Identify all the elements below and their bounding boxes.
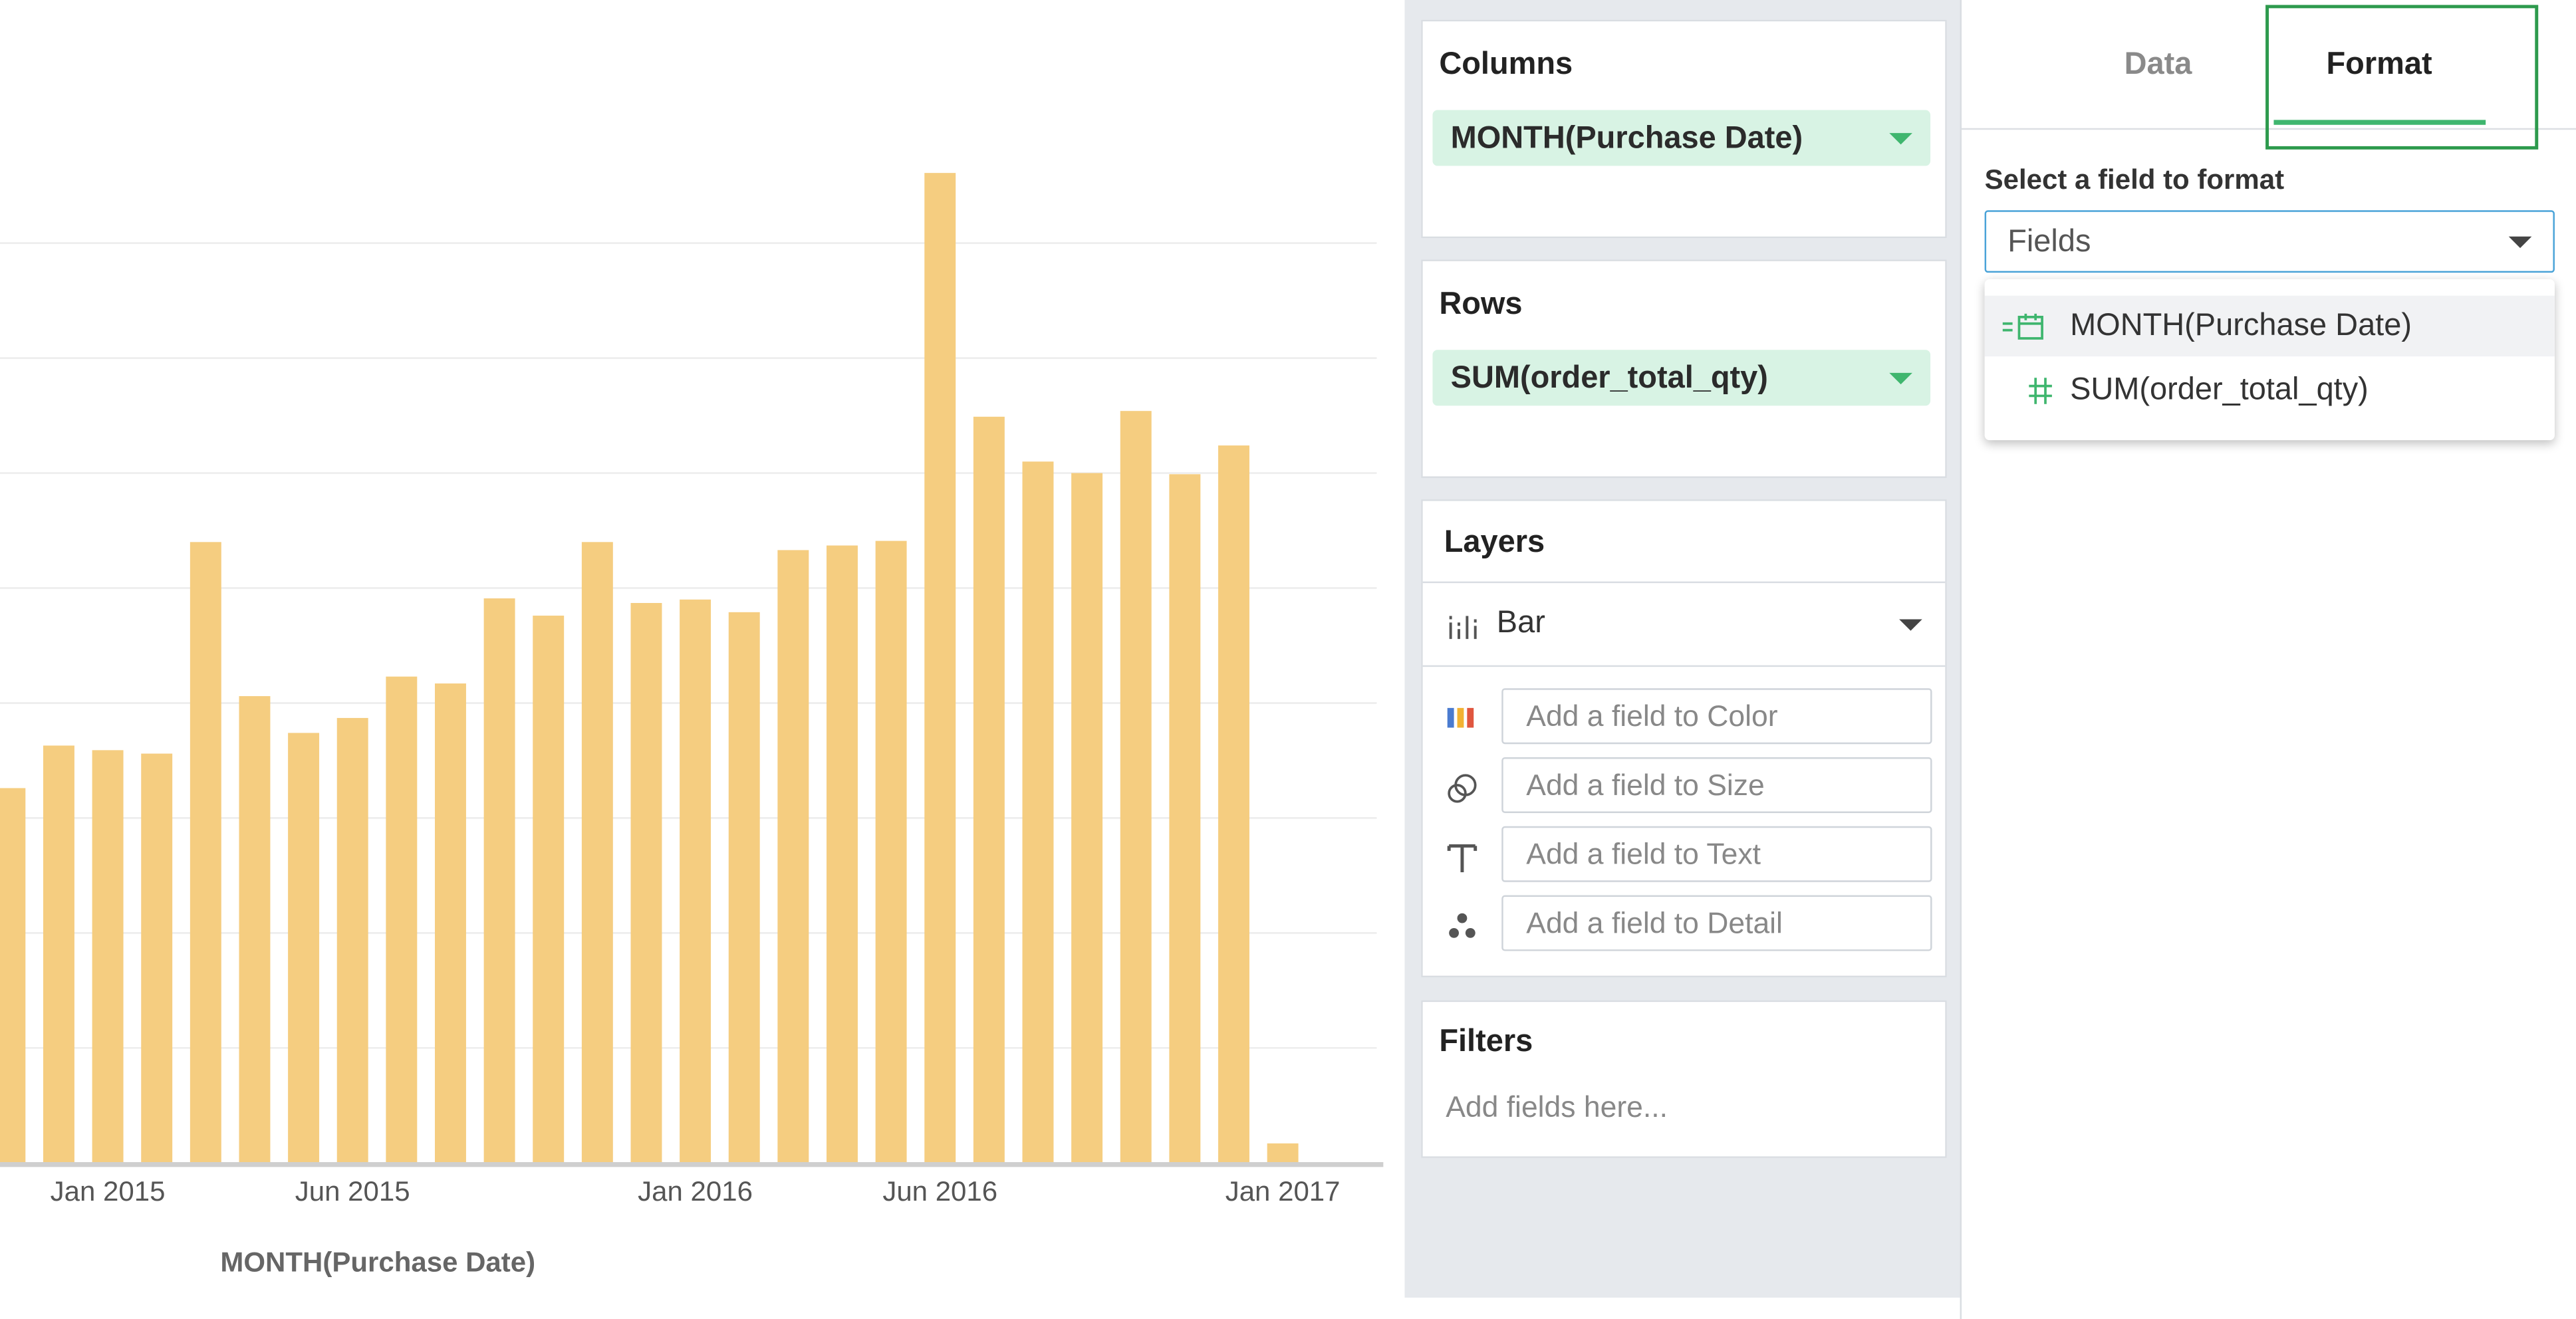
card-title: Layers — [1444, 525, 1545, 560]
pill-arrow — [1889, 372, 1912, 385]
number-icon — [2029, 378, 2052, 404]
select-value: Fields — [2007, 225, 2091, 260]
field-well[interactable]: Add a field to Text — [1501, 826, 1932, 882]
size-icon — [1448, 774, 1477, 803]
color-icon — [1447, 707, 1474, 728]
field-well[interactable]: Add a field to Detail — [1501, 895, 1932, 951]
bar — [680, 599, 711, 1163]
field-well[interactable]: Add a field to Size — [1501, 757, 1932, 813]
x-tick-label: Jan 2016 — [638, 1175, 753, 1207]
bar — [288, 733, 320, 1163]
rows-card: Rows SUM(order_total_qty) — [1421, 259, 1947, 478]
bar — [336, 717, 368, 1163]
dropdown: MONTH(Purchase Date) SUM(order_total_qty… — [1984, 279, 2555, 441]
bar — [0, 788, 26, 1163]
bar — [190, 542, 221, 1163]
option[interactable]: SUM(order_total_qty) — [1985, 360, 2555, 420]
mark-type-select[interactable]: Bar — [1422, 581, 1946, 667]
bar — [1218, 445, 1249, 1163]
bar — [973, 416, 1005, 1163]
bar — [43, 745, 74, 1163]
select-arrow — [1899, 619, 1922, 631]
well-placeholder: Add a field to Detail — [1526, 906, 1783, 940]
bar — [875, 540, 907, 1163]
bar — [1071, 473, 1103, 1163]
bar — [1022, 461, 1054, 1163]
bar — [728, 612, 760, 1163]
option-label: SUM(order_total_qty) — [2070, 372, 2369, 408]
bar — [386, 676, 418, 1163]
field-well[interactable]: Add a field to Color — [1501, 688, 1932, 745]
tab[interactable]: Format — [2326, 47, 2432, 82]
bar — [141, 753, 173, 1163]
bar — [483, 598, 515, 1163]
card-title: Filters — [1439, 1024, 1533, 1060]
bar — [777, 550, 809, 1163]
columns-card: Columns MONTH(Purchase Date) — [1421, 19, 1947, 239]
x-tick-label: Jan 2017 — [1225, 1175, 1341, 1207]
bar — [630, 602, 662, 1163]
x-axis-title: MONTH(Purchase Date) — [220, 1246, 535, 1277]
pill-arrow — [1889, 133, 1912, 145]
chart: MONTH(Purchase Date) Jan 2015 Jun 2015 Jan… — [0, 173, 1384, 1277]
pill[interactable]: SUM(order_total_qty) — [1432, 350, 1931, 406]
option-label: MONTH(Purchase Date) — [2070, 308, 2412, 344]
option[interactable]: MONTH(Purchase Date) — [1984, 295, 2555, 357]
detail-icon — [1449, 913, 1476, 938]
filters-card: Filters Add fields here... — [1421, 1000, 1947, 1158]
layers-card: Layers Bar Add a field to Color Add a fie… — [1421, 499, 1947, 978]
x-tick-label: Jun 2015 — [295, 1175, 410, 1207]
well-placeholder: Add a field to Text — [1526, 838, 1761, 871]
bar — [1267, 1143, 1299, 1163]
x-tick-label: Jun 2016 — [882, 1175, 997, 1207]
bar — [1120, 411, 1152, 1163]
card-title: Columns — [1439, 47, 1573, 82]
mark-type: Bar — [1496, 606, 1545, 641]
well-placeholder: Add a field to Size — [1526, 769, 1765, 802]
bar — [581, 542, 613, 1163]
pill-label: SUM(order_total_qty) — [1450, 361, 1768, 396]
filters-placeholder[interactable]: Add fields here... — [1446, 1090, 1668, 1124]
select-arrow — [2508, 236, 2532, 249]
bar-icon — [1449, 616, 1477, 640]
pill-label: MONTH(Purchase Date) — [1450, 121, 1803, 156]
bar — [239, 696, 271, 1163]
well-placeholder: Add a field to Color — [1526, 699, 1778, 733]
card-title: Rows — [1439, 287, 1523, 322]
bar — [434, 683, 466, 1163]
field-select[interactable]: Fields — [1984, 210, 2555, 273]
bar — [827, 545, 858, 1163]
x-tick-label: Jan 2015 — [51, 1175, 166, 1207]
tab-underline — [2273, 120, 2486, 125]
bar — [92, 750, 124, 1163]
format-panel: Data Format Select a field to format Fie… — [1960, 0, 2576, 1319]
pill[interactable]: MONTH(Purchase Date) — [1432, 110, 1931, 166]
bar — [924, 173, 956, 1163]
date-icon — [2002, 313, 2043, 340]
bar — [533, 616, 565, 1163]
tab[interactable]: Data — [2124, 47, 2192, 82]
highlight-box — [2265, 5, 2539, 150]
text-icon — [1447, 844, 1478, 872]
format-label: Select a field to format — [1984, 164, 2285, 196]
bar — [1169, 474, 1201, 1163]
